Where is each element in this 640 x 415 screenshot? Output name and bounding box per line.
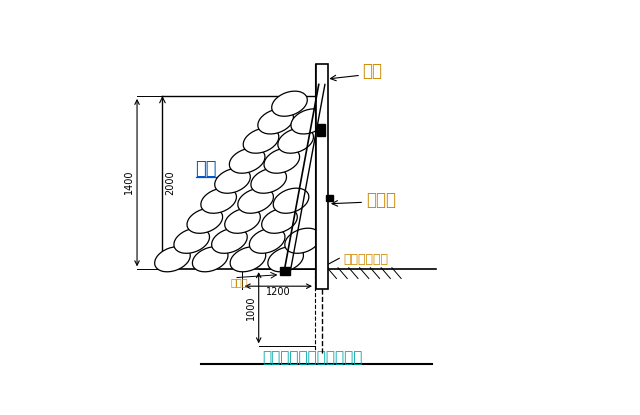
Ellipse shape	[212, 228, 247, 253]
Text: 2000: 2000	[165, 170, 175, 195]
Text: 围墙墙体钢管沙袋加固图: 围墙墙体钢管沙袋加固图	[262, 350, 363, 365]
Text: 钢管打入土体: 钢管打入土体	[344, 253, 388, 266]
Text: 临水面: 临水面	[367, 191, 397, 209]
Ellipse shape	[268, 247, 303, 272]
Ellipse shape	[250, 228, 285, 253]
Text: 1000: 1000	[246, 295, 256, 320]
Text: 围挡: 围挡	[363, 62, 383, 81]
Ellipse shape	[243, 128, 279, 153]
Ellipse shape	[174, 228, 209, 253]
Ellipse shape	[258, 109, 294, 134]
Text: 砂袋: 砂袋	[196, 160, 217, 178]
Ellipse shape	[273, 188, 309, 213]
Ellipse shape	[291, 109, 326, 134]
Bar	[316, 63, 328, 288]
Ellipse shape	[214, 168, 250, 193]
Bar	[317, 124, 325, 136]
Ellipse shape	[229, 148, 265, 173]
Text: 1400: 1400	[124, 170, 134, 195]
Ellipse shape	[155, 247, 190, 272]
Ellipse shape	[264, 148, 300, 173]
Ellipse shape	[193, 247, 228, 272]
Ellipse shape	[230, 247, 266, 272]
Bar	[280, 267, 289, 275]
Bar	[326, 195, 333, 202]
Text: 木楔子: 木楔子	[230, 277, 248, 287]
Ellipse shape	[187, 208, 223, 233]
Ellipse shape	[251, 168, 287, 193]
Ellipse shape	[285, 228, 321, 253]
Ellipse shape	[238, 188, 273, 213]
Ellipse shape	[225, 208, 260, 233]
Text: 1200: 1200	[266, 287, 291, 298]
Ellipse shape	[262, 208, 298, 233]
Ellipse shape	[272, 91, 307, 116]
Ellipse shape	[201, 188, 236, 213]
Ellipse shape	[278, 128, 314, 153]
